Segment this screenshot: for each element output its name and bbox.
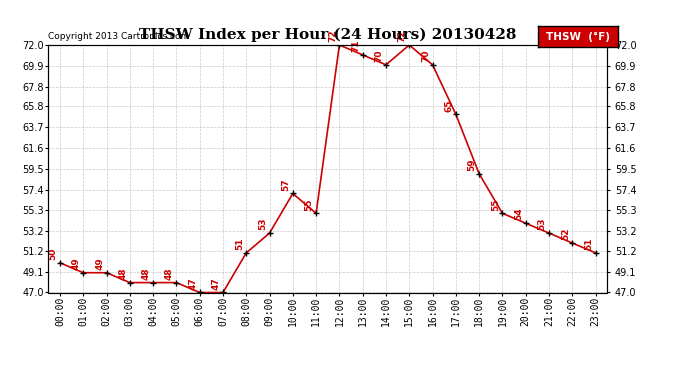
Text: 51: 51 xyxy=(584,238,593,250)
Text: 47: 47 xyxy=(188,277,197,290)
Text: 71: 71 xyxy=(351,39,360,52)
Text: 59: 59 xyxy=(468,158,477,171)
Text: 50: 50 xyxy=(48,248,57,260)
Text: 48: 48 xyxy=(165,267,174,280)
Text: 55: 55 xyxy=(491,198,500,210)
Text: 52: 52 xyxy=(561,228,570,240)
Text: 65: 65 xyxy=(444,99,453,111)
Text: 55: 55 xyxy=(305,198,314,210)
Text: 70: 70 xyxy=(375,50,384,62)
Text: 48: 48 xyxy=(119,267,128,280)
Text: 49: 49 xyxy=(72,257,81,270)
Text: 53: 53 xyxy=(258,218,267,230)
Text: Copyright 2013 Cartronics.com: Copyright 2013 Cartronics.com xyxy=(48,32,190,41)
Text: 72: 72 xyxy=(328,30,337,42)
Text: 49: 49 xyxy=(95,257,104,270)
Text: 54: 54 xyxy=(514,208,523,220)
Text: 70: 70 xyxy=(421,50,430,62)
Text: 51: 51 xyxy=(235,238,244,250)
Title: THSW Index per Hour (24 Hours) 20130428: THSW Index per Hour (24 Hours) 20130428 xyxy=(139,28,517,42)
Text: 72: 72 xyxy=(398,30,407,42)
Text: 47: 47 xyxy=(212,277,221,290)
Text: THSW  (°F): THSW (°F) xyxy=(546,32,610,42)
Text: 48: 48 xyxy=(141,267,150,280)
Text: 57: 57 xyxy=(282,178,290,191)
Text: 53: 53 xyxy=(538,218,546,230)
